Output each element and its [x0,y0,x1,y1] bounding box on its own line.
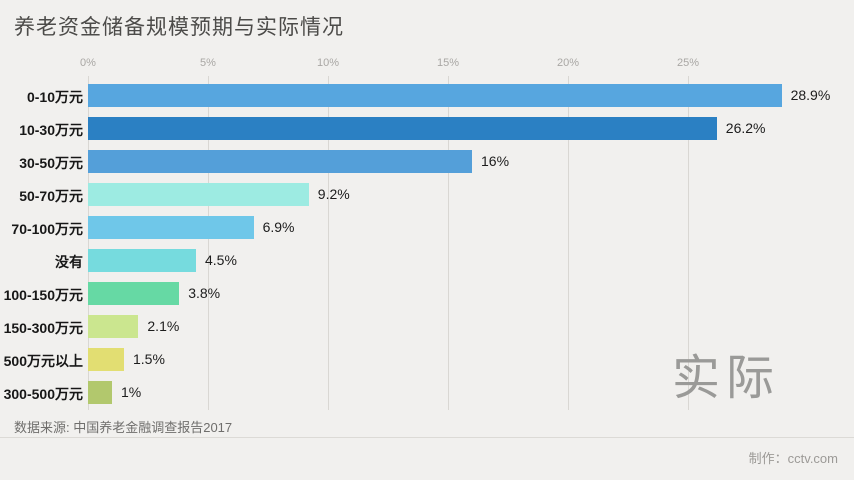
category-label: 150-300万元 [3,320,83,336]
x-axis-tick-label: 25% [676,57,700,69]
category-label: 300-500万元 [3,386,83,402]
x-axis-tick-label: 10% [316,57,340,69]
bar [88,84,782,107]
bar [88,216,254,239]
value-label: 2.1% [147,318,180,334]
bar [88,381,112,404]
gridline [448,76,449,410]
value-label: 9.2% [317,186,350,202]
bar [88,315,139,338]
bar [88,150,472,173]
bar [88,117,717,140]
gridline [688,76,689,410]
bar [88,249,196,272]
category-label: 没有 [55,254,83,270]
value-label: 1.5% [133,351,165,367]
x-axis-tick-label: 0% [80,57,96,69]
gridline [568,76,569,410]
x-axis-tick-label: 15% [436,57,460,69]
bar [88,348,124,371]
category-label: 500万元以上 [3,353,83,369]
data-source-note: 数据来源: 中国养老金融调查报告2017 [14,420,233,435]
bar [88,282,180,305]
category-label: 30-50万元 [19,155,83,171]
value-label: 16% [481,153,510,169]
gridline [88,76,89,410]
bar [88,183,309,206]
category-label: 10-30万元 [19,122,83,138]
footer-divider [0,437,854,438]
category-label: 0-10万元 [26,89,83,105]
x-axis-tick-label: 5% [200,57,216,69]
value-label: 4.5% [205,252,237,268]
credit-note: 制作：cctv.com [748,451,838,466]
value-label: 6.9% [262,219,295,235]
value-label: 26.2% [725,120,766,136]
value-label: 28.9% [790,87,831,103]
category-label: 50-70万元 [19,188,83,204]
value-label: 3.8% [188,285,221,301]
gridline [328,76,329,410]
x-axis-tick-label: 20% [556,57,580,69]
gridline [208,76,209,410]
category-label: 70-100万元 [11,221,83,237]
chart-title: 养老资金储备规模预期与实际情况 [14,16,344,39]
category-label: 100-150万元 [3,287,83,303]
watermark-label: 实际 [672,352,781,405]
value-label: 1% [121,384,142,400]
